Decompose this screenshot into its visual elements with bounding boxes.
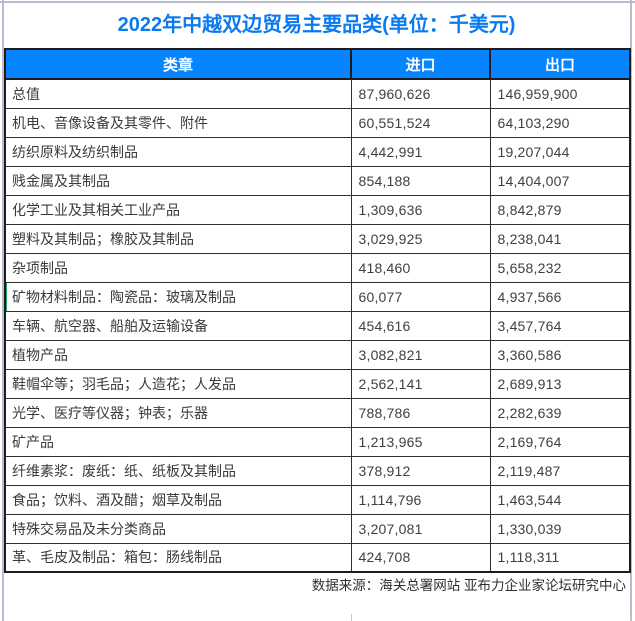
export-value-cell[interactable]: 19,207,044 xyxy=(489,136,631,167)
import-value-cell[interactable]: 2,562,141 xyxy=(350,368,491,399)
export-value-cell[interactable]: 2,119,487 xyxy=(489,455,631,486)
import-value-cell[interactable]: 3,207,081 xyxy=(350,513,491,544)
category-cell[interactable]: 塑料及其制品；橡胶及其制品 xyxy=(4,223,352,254)
table-row: 鞋帽伞等；羽毛品；人造花；人发品 2,562,141 2,689,913 xyxy=(4,368,631,399)
export-value-cell[interactable]: 1,463,544 xyxy=(489,484,631,515)
export-value-cell[interactable]: 8,842,879 xyxy=(489,194,631,225)
category-cell[interactable]: 纺织原料及纺织制品 xyxy=(4,136,352,167)
data-source-note: 数据来源：海关总署网站 亚布力企业家论坛研究中心 xyxy=(4,573,629,599)
category-cell[interactable]: 特殊交易品及未分类商品 xyxy=(4,513,352,544)
table-row: 革、毛皮及制品：箱包：肠线制品 424,708 1,118,311 xyxy=(4,542,631,573)
sheet-gridline-stub-right xyxy=(630,614,631,621)
import-value-cell[interactable]: 1,114,796 xyxy=(350,484,491,515)
import-value-cell[interactable]: 424,708 xyxy=(350,542,491,573)
table-row: 化学工业及其相关工业产品 1,309,636 8,842,879 xyxy=(4,194,631,225)
import-value-cell[interactable]: 1,213,965 xyxy=(350,426,491,457)
import-value-cell[interactable]: 454,616 xyxy=(350,310,491,341)
category-cell[interactable]: 贱金属及其制品 xyxy=(4,165,352,196)
sheet-gridline-right xyxy=(630,0,632,621)
export-value-cell[interactable]: 8,238,041 xyxy=(489,223,631,254)
export-value-cell[interactable]: 64,103,290 xyxy=(489,107,631,138)
table-row: 矿产品 1,213,965 2,169,764 xyxy=(4,426,631,457)
export-value-cell[interactable]: 5,658,232 xyxy=(489,252,631,283)
import-value-cell[interactable]: 788,786 xyxy=(350,397,491,428)
table-row: 机电、音像设备及其零件、附件 60,551,524 64,103,290 xyxy=(4,107,631,138)
category-cell[interactable]: 机电、音像设备及其零件、附件 xyxy=(4,107,352,138)
category-cell[interactable]: 矿产品 xyxy=(4,426,352,457)
sheet-gridline-top xyxy=(0,1,635,3)
import-value-cell[interactable]: 854,188 xyxy=(350,165,491,196)
export-value-cell[interactable]: 2,282,639 xyxy=(489,397,631,428)
import-value-cell[interactable]: 60,077 xyxy=(350,281,491,312)
import-value-cell[interactable]: 60,551,524 xyxy=(350,107,491,138)
spreadsheet-canvas: 2022年中越双边贸易主要品类(单位：千美元) 类章 进口 出口 总值 87,96… xyxy=(4,3,631,599)
col-header-import[interactable]: 进口 xyxy=(350,48,491,80)
table-row: 植物产品 3,082,821 3,360,586 xyxy=(4,339,631,370)
category-cell[interactable]: 车辆、航空器、船舶及运输设备 xyxy=(4,310,352,341)
table-body: 总值 87,960,626 146,959,900 机电、音像设备及其零件、附件 60,… xyxy=(4,78,631,573)
export-value-cell[interactable]: 146,959,900 xyxy=(489,78,631,109)
category-cell[interactable]: 纤维素浆：废纸：纸、纸板及其制品 xyxy=(4,455,352,486)
category-cell[interactable]: 化学工业及其相关工业产品 xyxy=(4,194,352,225)
category-cell[interactable]: 革、毛皮及制品：箱包：肠线制品 xyxy=(4,542,352,573)
table-row: 矿物材料制品：陶瓷品：玻璃及制品 60,077 4,937,566 xyxy=(4,281,631,312)
sheet-gridline-stub-middle xyxy=(351,614,352,621)
header-row: 类章 进口 出口 xyxy=(4,48,631,80)
import-value-cell[interactable]: 3,082,821 xyxy=(350,339,491,370)
export-value-cell[interactable]: 1,330,039 xyxy=(489,513,631,544)
export-value-cell[interactable]: 2,169,764 xyxy=(489,426,631,457)
table-row: 食品；饮料、酒及醋；烟草及制品 1,114,796 1,463,544 xyxy=(4,484,631,515)
import-value-cell[interactable]: 4,442,991 xyxy=(350,136,491,167)
table-row: 塑料及其制品；橡胶及其制品 3,029,925 8,238,041 xyxy=(4,223,631,254)
category-cell[interactable]: 植物产品 xyxy=(4,339,352,370)
import-value-cell[interactable]: 418,460 xyxy=(350,252,491,283)
category-cell[interactable]: 鞋帽伞等；羽毛品；人造花；人发品 xyxy=(4,368,352,399)
table-row: 贱金属及其制品 854,188 14,404,007 xyxy=(4,165,631,196)
category-cell[interactable]: 矿物材料制品：陶瓷品：玻璃及制品 xyxy=(4,281,352,312)
import-value-cell[interactable]: 378,912 xyxy=(350,455,491,486)
table-row: 纤维素浆：废纸：纸、纸板及其制品 378,912 2,119,487 xyxy=(4,455,631,486)
export-value-cell[interactable]: 3,457,764 xyxy=(489,310,631,341)
import-value-cell[interactable]: 1,309,636 xyxy=(350,194,491,225)
table-title: 2022年中越双边贸易主要品类(单位：千美元) xyxy=(117,14,516,36)
export-value-cell[interactable]: 2,689,913 xyxy=(489,368,631,399)
sheet-gridline-left xyxy=(2,0,4,621)
trade-table: 类章 进口 出口 总值 87,960,626 146,959,900 机电、音像设备及… xyxy=(4,48,631,573)
table-row: 总值 87,960,626 146,959,900 xyxy=(4,78,631,109)
category-cell[interactable]: 杂项制品 xyxy=(4,252,352,283)
import-value-cell[interactable]: 3,029,925 xyxy=(350,223,491,254)
col-header-export[interactable]: 出口 xyxy=(489,48,631,80)
export-value-cell[interactable]: 1,118,311 xyxy=(489,542,631,573)
table-row: 光学、医疗等仪器；钟表；乐器 788,786 2,282,639 xyxy=(4,397,631,428)
table-row: 特殊交易品及未分类商品 3,207,081 1,330,039 xyxy=(4,513,631,544)
category-cell[interactable]: 食品；饮料、酒及醋；烟草及制品 xyxy=(4,484,352,515)
table-row: 杂项制品 418,460 5,658,232 xyxy=(4,252,631,283)
export-value-cell[interactable]: 3,360,586 xyxy=(489,339,631,370)
export-value-cell[interactable]: 4,937,566 xyxy=(489,281,631,312)
table-row: 纺织原料及纺织制品 4,442,991 19,207,044 xyxy=(4,136,631,167)
table-row: 车辆、航空器、船舶及运输设备 454,616 3,457,764 xyxy=(4,310,631,341)
col-header-category[interactable]: 类章 xyxy=(4,48,352,80)
import-value-cell[interactable]: 87,960,626 xyxy=(350,78,491,109)
category-cell[interactable]: 光学、医疗等仪器；钟表；乐器 xyxy=(4,397,352,428)
export-value-cell[interactable]: 14,404,007 xyxy=(489,165,631,196)
category-cell[interactable]: 总值 xyxy=(4,78,352,109)
